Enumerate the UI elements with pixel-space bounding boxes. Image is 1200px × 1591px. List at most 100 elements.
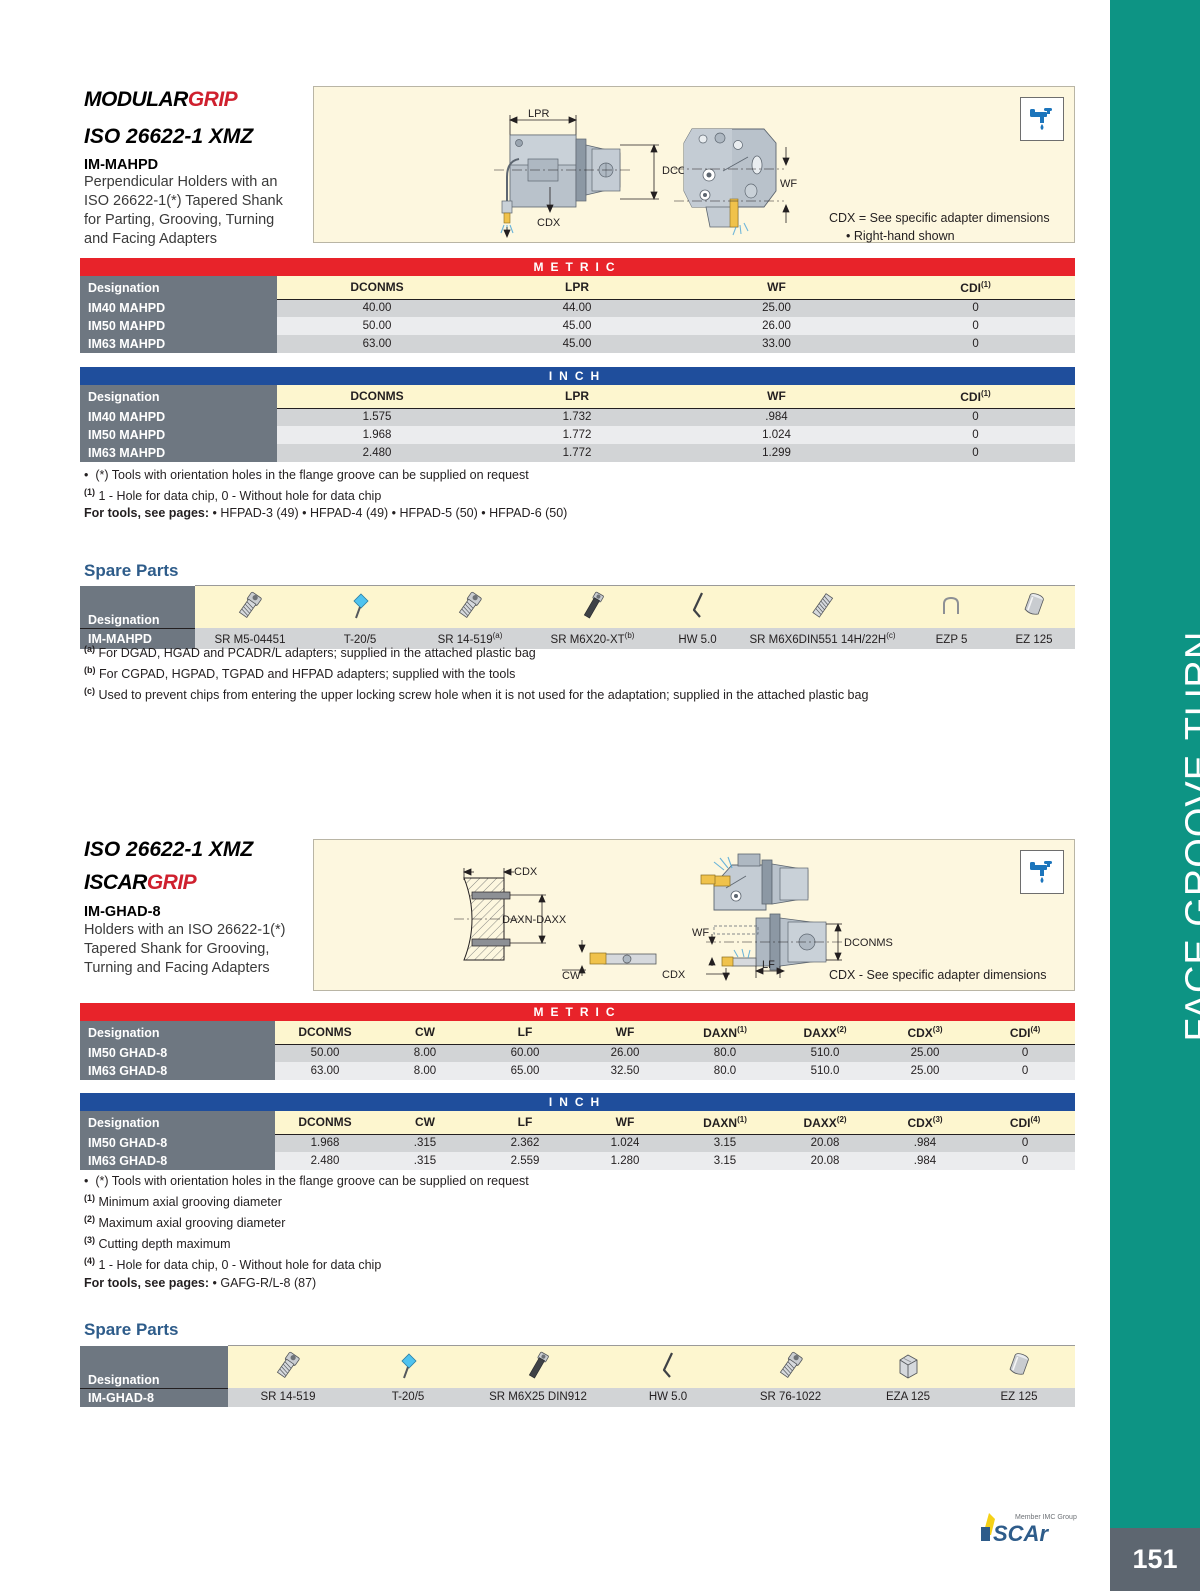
section2-iso-title: ISO 26622-1 XMZ — [84, 838, 254, 861]
cell-cdi: 0 — [876, 317, 1076, 335]
section2-footnotes: • (*) Tools with orientation holes in th… — [84, 1173, 984, 1292]
row-designation: IM50 GHAD-8 — [80, 1134, 275, 1152]
row-designation: IM63 GHAD-8 — [80, 1062, 275, 1080]
spare-designation-header: Designation — [80, 1345, 228, 1389]
table-row: IM40 MAHPD 1.575 1.732 .984 0 — [80, 408, 1075, 426]
cell-lf: 2.362 — [475, 1134, 575, 1152]
spare-designation-header: Designation — [80, 585, 195, 629]
cell-dconms: 50.00 — [275, 1044, 375, 1062]
header-cdi: CDI(1) — [876, 276, 1076, 300]
spare-item-label: T-20/5 — [348, 1388, 468, 1407]
cell-lpr: 1.772 — [477, 426, 677, 444]
header-wf: WF — [677, 276, 876, 300]
cell-wf: 1.024 — [575, 1134, 675, 1152]
header-wf: WF — [575, 1111, 675, 1135]
section1-metric-table-wrap: METRIC Designation DCONMS LPR WF CDI(1) … — [80, 258, 1076, 353]
cell-cdx: .984 — [875, 1152, 975, 1170]
header-cdi: CDI(4) — [975, 1021, 1076, 1045]
section2-metric-table: METRIC Designation DCONMS CW LF WF DAXN(… — [80, 1003, 1076, 1080]
section2-figure-note-cdx: CDX - See specific adapter dimensions — [829, 968, 1047, 982]
cell-cdx: 25.00 — [875, 1044, 975, 1062]
screw-icon — [195, 585, 305, 628]
footnote-1: (1) Minimum axial grooving diameter — [84, 1193, 282, 1210]
cell-wf: 1.024 — [677, 426, 876, 444]
cell-cdi: 0 — [975, 1044, 1076, 1062]
side-tab-label: FACE GROOVE-TURN — [1178, 630, 1200, 1042]
cell-wf: 33.00 — [677, 335, 876, 353]
spare-row-designation: IM-MAHPD — [80, 628, 195, 649]
section1-part-code: IM-MAHPD — [84, 157, 159, 173]
spare-note-a: (a) For DGAD, HGAD and PCADR/L adapters;… — [84, 644, 536, 661]
cell-cdi: 0 — [876, 335, 1076, 353]
spare-icon-row: Designation — [80, 1345, 1075, 1389]
cube-shim-icon — [853, 1345, 963, 1388]
cell-cdx: .984 — [875, 1134, 975, 1152]
bent-pin-icon — [910, 585, 993, 628]
cell-wf: 26.00 — [575, 1044, 675, 1062]
svg-text:CW: CW — [562, 970, 581, 982]
long-screw-icon — [468, 1345, 608, 1388]
cell-cdi: 0 — [876, 426, 1075, 444]
section1-spare-parts-title: Spare Parts — [84, 561, 179, 580]
cell-lf: 2.559 — [475, 1152, 575, 1170]
cell-wf: .984 — [677, 408, 876, 426]
section1-spare-parts-wrap: Designation — [80, 585, 1075, 649]
coolant-tap-icon — [1020, 97, 1064, 141]
table-header-row: Designation DCONMS LPR WF CDI(1) — [80, 385, 1075, 409]
cell-cdx: 25.00 — [875, 1062, 975, 1080]
table-row: IM50 GHAD-8 1.968 .315 2.362 1.024 3.15 … — [80, 1134, 1076, 1152]
header-cdi: CDI(1) — [876, 385, 1075, 409]
svg-text:LPR: LPR — [528, 108, 549, 120]
spare-note-b: (b) For CGPAD, HGPAD, TGPAD and HFPAD ad… — [84, 665, 516, 682]
member-imc-text: Member IMC Group — [1015, 1514, 1077, 1521]
svg-text:SCAr: SCAr — [993, 1521, 1049, 1546]
band-metric: METRIC — [80, 1003, 1076, 1021]
header-designation: Designation — [80, 276, 277, 299]
footnote-4: (4) 1 - Hole for data chip, 0 - Without … — [84, 1256, 382, 1273]
section1-footnotes: • (*) Tools with orientation holes in th… — [84, 467, 984, 522]
cell-dconms: 63.00 — [275, 1062, 375, 1080]
cell-daxn: 3.15 — [675, 1152, 775, 1170]
torx-key-icon — [305, 585, 415, 628]
footnote-3: (3) Cutting depth maximum — [84, 1235, 231, 1252]
svg-text:LF: LF — [762, 959, 775, 971]
screw-icon — [228, 1345, 348, 1388]
svg-text:WF: WF — [692, 927, 709, 939]
hex-key-icon — [660, 585, 735, 628]
header-designation: Designation — [80, 1111, 275, 1134]
spare-item-label: EZ 125 — [993, 628, 1075, 649]
header-cdx: CDX(3) — [875, 1021, 975, 1045]
cell-cdi: 0 — [975, 1062, 1076, 1080]
cell-daxx: 20.08 — [775, 1134, 875, 1152]
section2-spare-parts-table: Designation — [80, 1345, 1075, 1407]
brand-grip-text: GRIP — [146, 871, 197, 894]
section2-spare-parts-title: Spare Parts — [84, 1320, 179, 1339]
section2-brand: ISCARGRIP — [84, 871, 197, 895]
cell-wf: 25.00 — [677, 299, 876, 317]
cell-dconms: 40.00 — [277, 299, 477, 317]
header-lpr: LPR — [477, 276, 677, 300]
coolant-tap-icon — [1020, 850, 1064, 894]
set-screw-icon — [735, 585, 910, 628]
cell-lpr: 1.732 — [477, 408, 677, 426]
for-tools-line: For tools, see pages: • GAFG-R/L-8 (87) — [84, 1275, 317, 1290]
screw-icon — [728, 1345, 853, 1388]
table-header-row: Designation DCONMS CW LF WF DAXN(1) DAXX… — [80, 1111, 1076, 1135]
section1-description: Perpendicular Holders with an ISO 26622-… — [84, 174, 283, 247]
cell-cdi: 0 — [876, 444, 1075, 462]
row-designation: IM50 MAHPD — [80, 426, 277, 444]
cell-daxn: 3.15 — [675, 1134, 775, 1152]
cell-dconms: 50.00 — [277, 317, 477, 335]
table-row: IM50 MAHPD 50.00 45.00 26.00 0 — [80, 317, 1076, 335]
cell-wf: 26.00 — [677, 317, 876, 335]
spare-value-row: IM-GHAD-8 SR 14-519 T-20/5 SR M6X25 DIN9… — [80, 1388, 1075, 1407]
header-dconms: DCONMS — [277, 276, 477, 300]
cell-lpr: 1.772 — [477, 444, 677, 462]
spare-item-label: EZP 5 — [910, 628, 993, 649]
section2-figure: CDX DAXN-DAXX CW — [313, 839, 1075, 991]
header-dconms: DCONMS — [275, 1111, 375, 1135]
section1-technical-drawing: LPR — [494, 108, 797, 239]
cell-dconms: 63.00 — [277, 335, 477, 353]
table-row: IM63 GHAD-8 63.00 8.00 65.00 32.50 80.0 … — [80, 1062, 1076, 1080]
